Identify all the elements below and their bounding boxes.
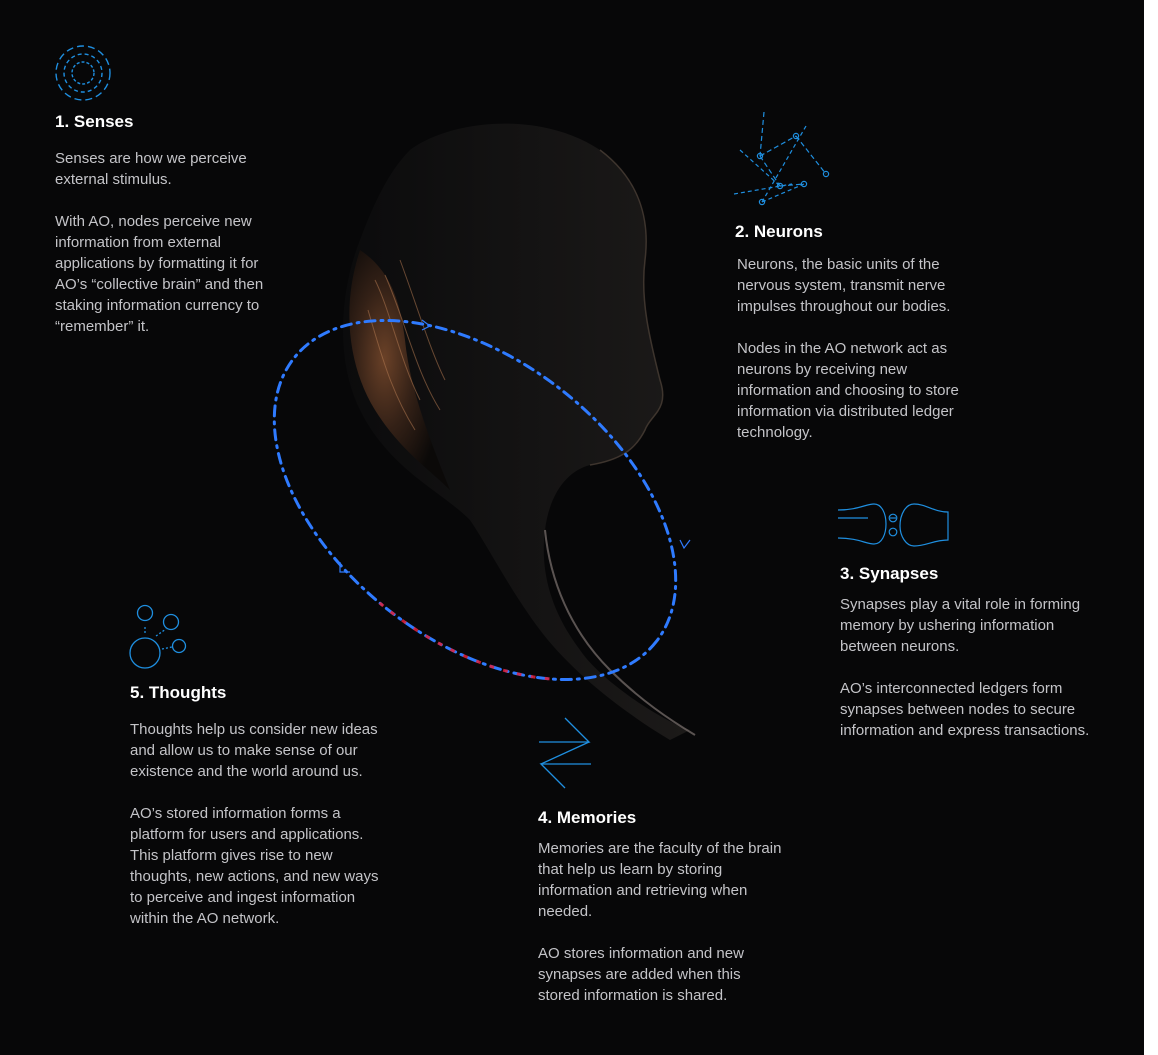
concentric-dashed-circles-icon: [55, 45, 111, 101]
thoughts-paragraph-2: AO’s stored information forms a platform…: [130, 805, 379, 927]
senses-paragraph-2: With AO, nodes perceive new information …: [55, 213, 264, 335]
memories-paragraph-2: AO stores information and new synapses a…: [538, 945, 744, 1004]
synapse-icon: [838, 503, 949, 547]
synapses-section: 3. Synapses Synapses play a vital role i…: [840, 564, 1100, 741]
neuron-network-icon: [733, 112, 830, 206]
orbit-ellipse-decoration: [272, 318, 691, 682]
neurons-paragraph-2: Nodes in the AO network act as neurons b…: [737, 340, 959, 441]
memories-title: 4. Memories: [538, 808, 637, 827]
thoughts-section: 5. Thoughts Thoughts help us consider ne…: [130, 683, 385, 929]
senses-paragraph-1: Senses are how we perceive external stim…: [55, 150, 247, 188]
synapses-paragraph-2: AO’s interconnected ledgers form synapse…: [840, 680, 1090, 739]
neurons-paragraph-1: Neurons, the basic units of the nervous …: [737, 256, 951, 315]
senses-section: 1. Senses Senses are how we perceive ext…: [55, 112, 285, 337]
neurons-title: 2. Neurons: [735, 222, 823, 241]
synapses-paragraph-1: Synapses play a vital role in forming me…: [840, 596, 1081, 655]
senses-title: 1. Senses: [55, 112, 134, 131]
woman-profile-silhouette: [343, 123, 696, 740]
thoughts-title: 5. Thoughts: [130, 683, 227, 702]
exchange-arrows-icon: [539, 717, 591, 789]
memories-section: 4. Memories Memories are the faculty of …: [538, 808, 783, 1006]
neurons-section: 2. Neurons Neurons, the basic units of t…: [735, 222, 980, 443]
thought-bubbles-icon: [129, 604, 187, 669]
memories-paragraph-1: Memories are the faculty of the brain th…: [538, 840, 782, 920]
synapses-title: 3. Synapses: [840, 564, 939, 583]
thoughts-paragraph-1: Thoughts help us consider new ideas and …: [130, 721, 378, 780]
